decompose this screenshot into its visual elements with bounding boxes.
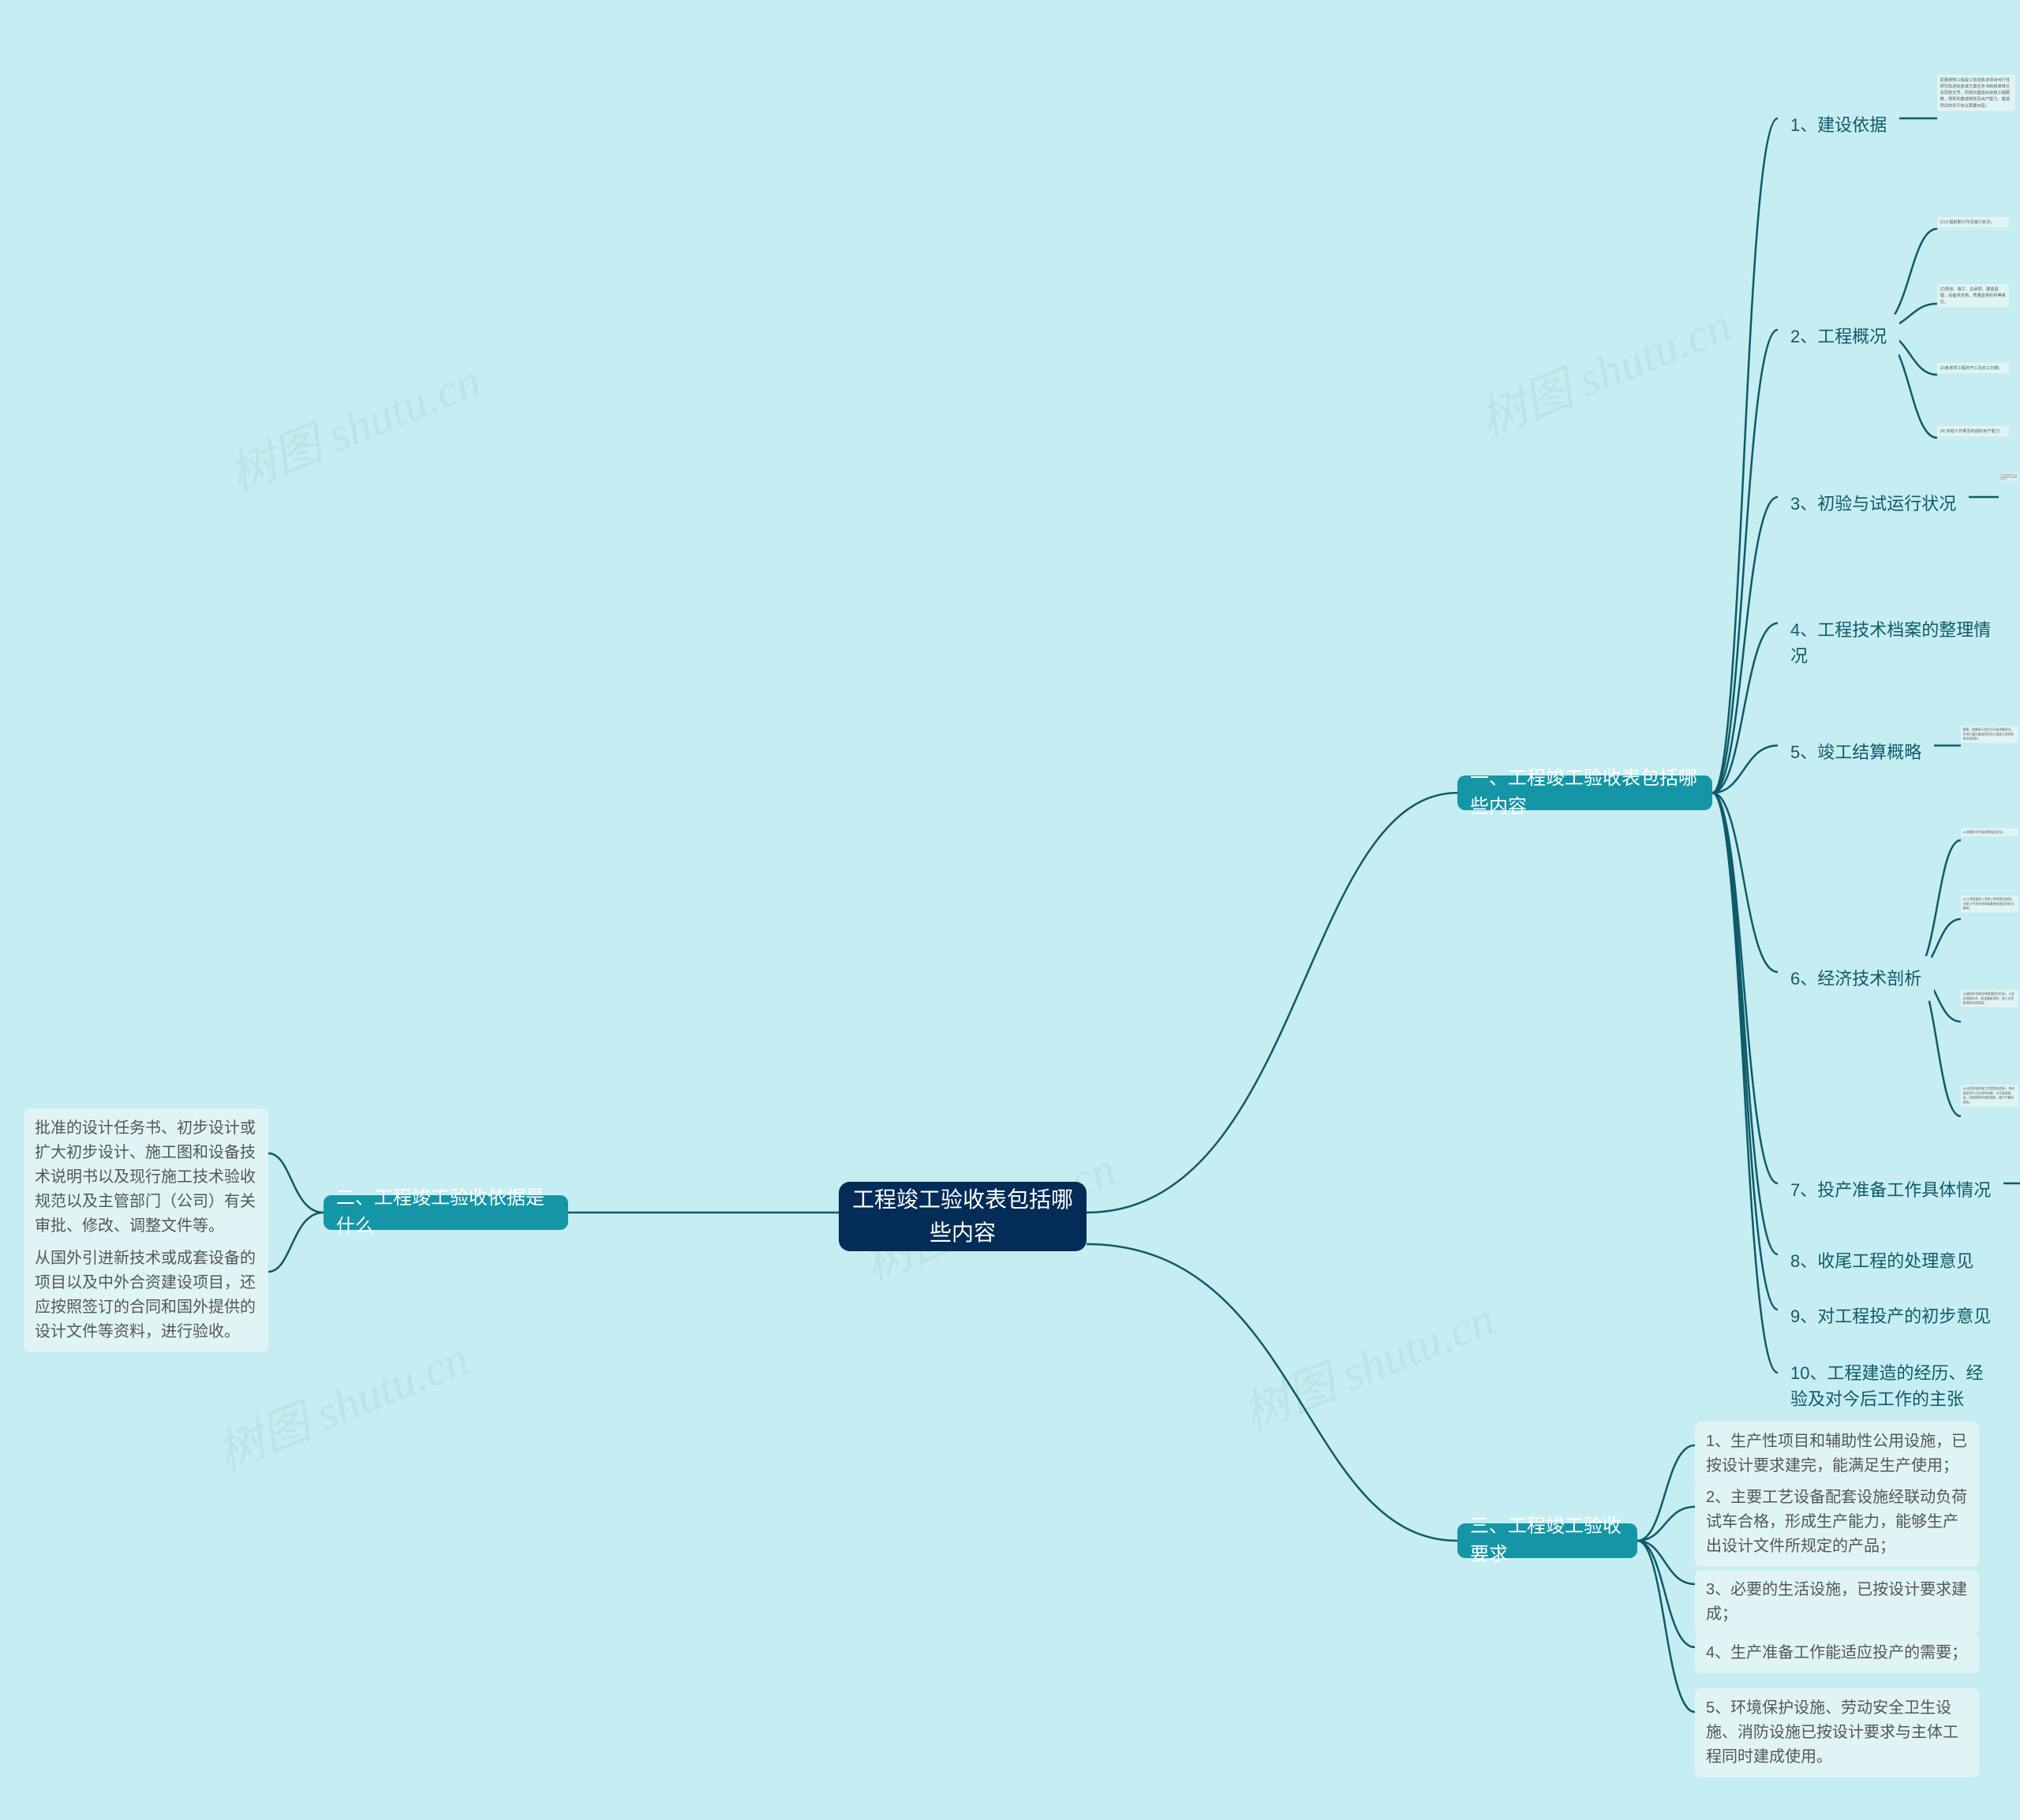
watermark: 树图 shutu.cn [217,342,489,506]
sub-1-4[interactable]: 4、工程技术档案的整理情况 [1778,607,2020,678]
sub-1-10[interactable]: 10、工程建造的经历、经验及对今后工作的主张 [1778,1351,2007,1422]
leaf-b2-b[interactable]: 从国外引进新技术或成套设备的项目以及中外合资建设项目，还应按照签订的合同和国外提… [24,1239,268,1352]
leaf-1-2-d[interactable]: (4) 完结工作量及构成的出产能力 [1937,426,2009,436]
leaf-1-6-d[interactable]: (4)出资效益的竣工检验陈述剖析，构成固定资产占出资的份额，公司直接收益，出资报… [1961,1085,2018,1106]
sub-1-1[interactable]: 1、建设依据 [1778,103,1899,148]
leaf-1-2-b[interactable]: (2)规划、施工、总承揽、建造监理、设备供货商、质量监督机构等单位； [1937,284,2009,307]
watermark: 树图 shutu.cn [1468,287,1740,450]
leaf-3-e[interactable]: 5、环境保护设施、劳动安全卫生设施、消防设施已按设计要求与主体工程同时建成使用。 [1695,1688,1979,1777]
branch-2[interactable]: 二、工程竣工验收依据是什么 [324,1195,568,1230]
leaf-1-2-a[interactable]: (1)工程前期工作及施行状况； [1937,217,2009,227]
sub-1-8[interactable]: 8、收尾工程的处理意见 [1778,1239,1986,1284]
leaf-1-1-a[interactable]: 扼要阐明工程竣工检验陈述项目可行性研究陈述批复或方案任务书和核准单位及同意文号，… [1937,75,2015,111]
leaf-3-c[interactable]: 3、必要的生活设施，已按设计要求建成； [1695,1570,1979,1635]
leaf-3-d[interactable]: 4、生产准备工作能适应投产的需要； [1695,1633,1979,1673]
leaf-1-3-a[interactable]: 初验时刻与初验的首要定论以及试运转状况（应附工程竣工检验陈述初验陈述及试运转首要… [1999,473,2018,480]
leaf-3-a[interactable]: 1、生产性项目和辅助性公用设施，已按设计要求建完，能满足生产使用； [1695,1422,1979,1486]
leaf-1-5-a[interactable]: 概算、核算执行状况与开始决算状况，并进行通讯建造项目的工程竣工检验陈述出资剖析。 [1961,726,2018,742]
sub-1-9[interactable]: 9、对工程投产的初步意见 [1778,1294,2003,1339]
mindmap-canvas: 树图 shutu.cn 树图 shutu.cn 树图 shutu.cn 树图 s… [0,0,2020,1820]
leaf-1-6-c[interactable]: (3)建造本钱剖析和首要经济目标，以及选用新技术、新设备新资料、新工艺所获得的出… [1961,990,2018,1007]
leaf-b2-a[interactable]: 批准的设计任务书、初步设计或扩大初步设计、施工图和设备技术说明书以及现行施工技术… [24,1108,268,1246]
leaf-1-6-b[interactable]: (2)工程质量的工程竣工检验陈述剖析，对施工中发作的质量事故处理后的状况阐明； [1961,895,2018,912]
sub-1-6[interactable]: 6、经济技术剖析 [1778,956,1934,1001]
sub-1-3[interactable]: 3、初验与试运行状况 [1778,481,1969,526]
leaf-1-6-a[interactable]: (1)首要技术目标测验值及定论； [1961,828,2018,836]
root-node[interactable]: 工程竣工验收表包括哪些内容 [839,1182,1087,1251]
branch-1[interactable]: 一、工程竣工验收表包括哪些内容 [1457,775,1712,810]
sub-1-5[interactable]: 5、竣工结算概略 [1778,730,1934,775]
sub-1-2[interactable]: 2、工程概况 [1778,314,1899,359]
leaf-1-2-c[interactable]: (3)各单项工程的开工及完工日期； [1937,363,2009,373]
sub-1-7[interactable]: 7、投产准备工作具体情况 [1778,1168,2003,1213]
branch-3[interactable]: 三、工程竣工验收要求 [1457,1523,1637,1558]
watermark: 树图 shutu.cn [1231,1281,1503,1444]
leaf-3-b[interactable]: 2、主要工艺设备配套设施经联动负荷试车合格，形成生产能力，能够生产出设计文件所规… [1695,1478,1979,1567]
